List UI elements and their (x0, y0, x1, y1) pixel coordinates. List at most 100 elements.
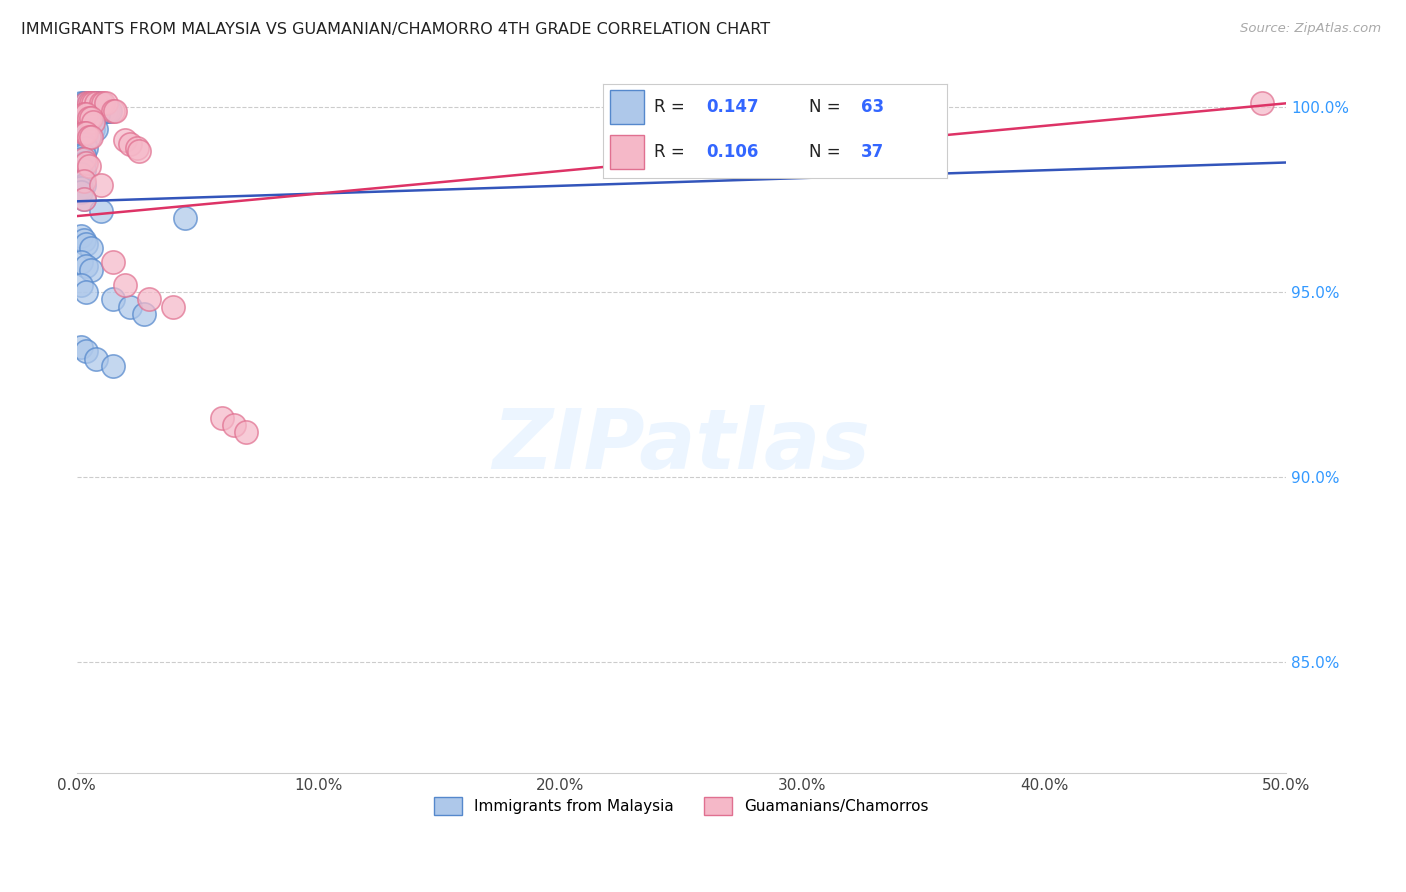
Point (90, 178, 112, 192)
Point (82, 96, 104, 111)
Point (73, 155, 96, 169)
Point (77, 159, 100, 173)
Point (70, 159, 93, 173)
Point (138, 293, 160, 307)
Point (101, 103, 124, 118)
Point (77, 96, 100, 111)
Point (70, 126, 93, 140)
Point (75, 236, 97, 251)
Point (73, 126, 96, 140)
Point (80, 241, 103, 255)
Point (75, 259, 97, 273)
Point (75, 129, 97, 144)
Point (97, 103, 120, 118)
Point (1250, 96, 1272, 111)
Point (84, 122, 107, 136)
Point (84, 107, 107, 121)
Point (84, 96, 107, 111)
Point (70, 136, 93, 151)
Point (80, 111, 103, 125)
Point (87, 96, 110, 111)
Point (91, 96, 114, 111)
Point (82, 115, 104, 129)
Point (82, 122, 104, 136)
Point (77, 129, 100, 144)
Point (114, 277, 136, 292)
Point (128, 145, 150, 159)
Point (80, 262, 103, 277)
Point (77, 115, 100, 129)
Text: IMMIGRANTS FROM MALAYSIA VS GUAMANIAN/CHAMORRO 4TH GRADE CORRELATION CHART: IMMIGRANTS FROM MALAYSIA VS GUAMANIAN/CH… (21, 22, 770, 37)
Point (77, 96, 100, 111)
Point (77, 129, 100, 144)
Point (90, 203, 112, 218)
Point (70, 174, 93, 188)
Point (82, 107, 104, 121)
Point (70, 340, 93, 354)
Point (114, 133, 136, 147)
Point (70, 148, 93, 162)
Point (75, 96, 97, 111)
Point (222, 418, 245, 433)
Point (73, 126, 96, 140)
Point (77, 107, 100, 121)
Point (211, 410, 233, 425)
Text: ZIPatlas: ZIPatlas (492, 406, 870, 486)
Point (82, 96, 104, 111)
Point (174, 211, 197, 225)
Point (75, 155, 97, 169)
Point (125, 141, 148, 155)
Point (80, 96, 103, 111)
Text: Source: ZipAtlas.com: Source: ZipAtlas.com (1240, 22, 1381, 36)
Point (70, 152, 93, 166)
Point (70, 185, 93, 199)
Point (73, 148, 96, 162)
Point (70, 181, 93, 195)
Point (73, 193, 96, 207)
Point (87, 107, 110, 121)
Point (84, 96, 107, 111)
Point (75, 126, 97, 140)
Point (70, 96, 93, 111)
Point (75, 107, 97, 121)
Point (70, 229, 93, 244)
Legend: Immigrants from Malaysia, Guamanians/Chamorros: Immigrants from Malaysia, Guamanians/Cha… (425, 789, 938, 824)
Point (80, 115, 103, 129)
Point (134, 307, 156, 321)
Point (73, 136, 96, 151)
Point (80, 96, 103, 111)
Point (91, 103, 114, 118)
Point (94, 96, 117, 111)
Point (90, 96, 112, 111)
Point (70, 167, 93, 181)
Point (75, 107, 97, 121)
Point (75, 115, 97, 129)
Point (94, 103, 117, 118)
Point (73, 115, 96, 129)
Point (73, 96, 96, 111)
Point (73, 193, 96, 207)
Point (118, 300, 141, 314)
Point (73, 233, 96, 247)
Point (70, 277, 93, 292)
Point (73, 107, 96, 121)
Point (73, 162, 96, 177)
Point (90, 103, 112, 118)
Point (73, 174, 96, 188)
Point (80, 107, 103, 121)
Point (84, 351, 107, 366)
Point (101, 359, 124, 373)
Point (73, 152, 96, 166)
Point (70, 255, 93, 269)
Point (118, 136, 141, 151)
Point (75, 285, 97, 299)
Point (101, 255, 124, 269)
Point (104, 103, 127, 118)
Point (77, 111, 100, 125)
Point (80, 129, 103, 144)
Point (75, 344, 97, 359)
Point (70, 115, 93, 129)
Point (75, 96, 97, 111)
Point (101, 293, 124, 307)
Point (75, 141, 97, 155)
